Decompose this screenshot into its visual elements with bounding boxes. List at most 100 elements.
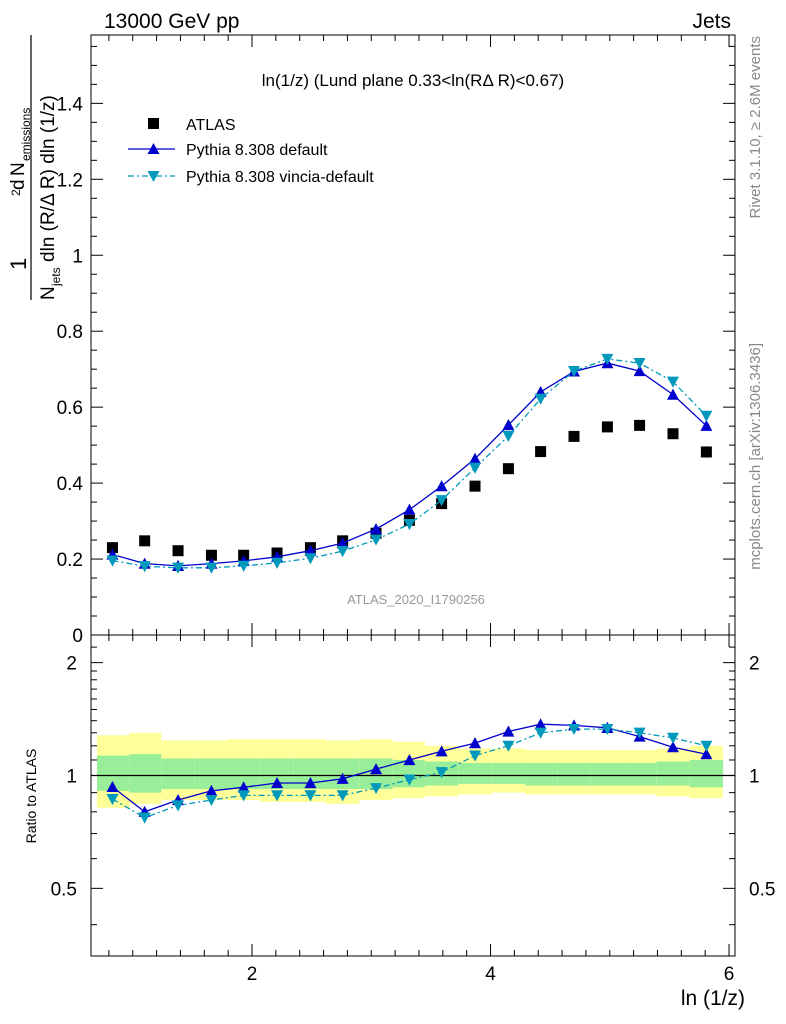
- y-tick-label: 1.4: [57, 94, 84, 115]
- y-tick-label: 0.2: [57, 550, 83, 571]
- series-pythia-vincia-point: [304, 553, 317, 565]
- ratio-pythia-vincia-point: [172, 800, 185, 812]
- ratio-pythia-default-point: [469, 737, 482, 749]
- ratio-error-bands: [91, 732, 735, 808]
- series-pythia-default-point: [435, 480, 448, 492]
- ratio-pythia-default-point: [271, 776, 284, 789]
- series-pythia-vincia-point: [502, 430, 515, 443]
- ratio-y-tick-label-right: 2: [749, 654, 760, 675]
- ratio-series-layer: [106, 718, 713, 824]
- legend-marker-default: [147, 143, 160, 154]
- series-atlas-point: [139, 535, 151, 547]
- svg-text:d: d: [8, 179, 29, 190]
- series-pythia-default-point: [370, 523, 383, 535]
- series-pythia-default-line: [112, 362, 707, 567]
- chart-title: ln(1/z) (Lund plane 0.33<ln(RΔ R)<0.67): [262, 71, 564, 90]
- svg-text:dln (R/Δ R) dln (1/z): dln (R/Δ R) dln (1/z): [38, 95, 59, 262]
- ratio-pythia-default-point: [534, 718, 547, 730]
- ratio-pythia-default-point: [237, 781, 250, 793]
- error-band-inner: [656, 761, 690, 786]
- series-pythia-vincia-point: [336, 545, 349, 558]
- series-atlas-point: [106, 542, 118, 554]
- series-pythia-default-point: [633, 365, 646, 377]
- error-band-inner: [491, 762, 526, 784]
- x-tick-label: 6: [724, 964, 735, 985]
- series-atlas-point: [535, 446, 547, 458]
- svg-text:1: 1: [6, 258, 31, 270]
- y-tick-label: 0.8: [57, 322, 83, 343]
- side-label-rivet: Rivet 3.1.10, ≥ 2.6M events: [747, 36, 764, 219]
- series-pythia-vincia-point: [633, 358, 646, 370]
- series-pythia-vincia-point: [403, 519, 416, 531]
- ratio-pythia-default-point: [435, 745, 448, 757]
- header-left: 13000 GeV pp: [104, 10, 239, 33]
- y-tick-label: 1: [72, 246, 83, 267]
- y-tick-label: 0: [72, 626, 83, 647]
- series-atlas-point: [601, 421, 613, 433]
- series-pythia-default-point: [469, 452, 482, 464]
- series-atlas-point: [634, 419, 646, 431]
- main-panel: 0 0.2 0.4 0.6 0.8 1 1.2 1.4: [57, 34, 736, 647]
- legend-marker-vincia: [147, 171, 160, 182]
- main-series-layer: [106, 353, 713, 574]
- error-band-inner: [129, 754, 162, 793]
- series-pythia-vincia-point: [370, 534, 383, 546]
- ratio-axes: 0.5 0.5 1 1 2 2 2 4 6: [51, 635, 775, 985]
- ratio-pythia-default-point: [304, 776, 317, 789]
- ratio-pythia-vincia-point: [336, 790, 349, 802]
- series-pythia-vincia-point: [534, 393, 547, 405]
- series-pythia-vincia-point: [700, 410, 713, 422]
- series-atlas-point: [172, 545, 184, 557]
- ratio-y-tick-label: 1: [66, 766, 77, 787]
- error-band-inner: [525, 762, 558, 786]
- svg-text:2: 2: [9, 189, 23, 196]
- legend-label-vincia: Pythia 8.308 vincia-default: [186, 169, 374, 186]
- x-tick-label: 4: [485, 964, 496, 985]
- ratio-pythia-default-point: [106, 780, 119, 793]
- x-tick-label: 2: [247, 964, 258, 985]
- y-tick-label: 0.6: [57, 398, 83, 419]
- series-pythia-vincia-point: [568, 365, 580, 378]
- series-atlas-point: [205, 549, 217, 561]
- y-axis-label-main: 1 N jets dln (R/Δ R) dln (1/z) 2 d N emi…: [6, 35, 63, 300]
- y-tick-label: 0.4: [57, 474, 84, 495]
- error-band-inner: [689, 759, 724, 788]
- series-pythia-vincia-line: [112, 358, 707, 569]
- error-band-inner: [590, 762, 625, 786]
- series-atlas-point: [502, 463, 514, 475]
- svg-text:jets: jets: [49, 267, 63, 287]
- series-pythia-vincia-point: [205, 562, 218, 574]
- ratio-pythia-default-point: [336, 772, 349, 784]
- series-pythia-default-point: [336, 537, 349, 549]
- legend-label-atlas: ATLAS: [186, 117, 236, 134]
- ratio-frame: [90, 634, 736, 957]
- error-band-inner: [557, 762, 591, 786]
- series-pythia-vincia-point: [237, 560, 250, 572]
- series-atlas-point: [568, 430, 580, 442]
- ratio-pythia-vincia-point: [633, 727, 646, 739]
- watermark: ATLAS_2020_I1790256: [347, 592, 485, 607]
- error-band-inner: [194, 758, 227, 790]
- ratio-pythia-vincia-point: [502, 740, 515, 752]
- ratio-y-tick-label-right: 1: [749, 766, 760, 787]
- series-atlas-point: [667, 428, 679, 440]
- ratio-pythia-default-point: [700, 748, 713, 760]
- ratio-pythia-default-point: [666, 741, 679, 753]
- series-pythia-default-point: [700, 419, 713, 431]
- ratio-pythia-vincia-point: [370, 783, 383, 795]
- ratio-pythia-vincia-point: [469, 750, 482, 762]
- error-band-inner: [624, 762, 657, 786]
- series-pythia-vincia-point: [172, 562, 185, 574]
- x-axis-label: ln (1/z): [681, 987, 745, 1010]
- ratio-pythia-vincia-point: [568, 723, 580, 736]
- error-band-inner: [161, 758, 195, 790]
- legend-label-default: Pythia 8.308 default: [186, 142, 328, 159]
- series-pythia-vincia-point: [271, 557, 284, 569]
- ratio-y-tick-label-right: 0.5: [749, 879, 775, 900]
- ratio-panel: 0.5 0.5 1 1 2 2 2 4 6: [51, 634, 775, 985]
- series-atlas-point: [700, 446, 712, 458]
- series-pythia-vincia-point: [106, 555, 119, 567]
- ratio-pythia-vincia-point: [304, 790, 317, 802]
- ratio-pythia-vincia-point: [237, 790, 250, 802]
